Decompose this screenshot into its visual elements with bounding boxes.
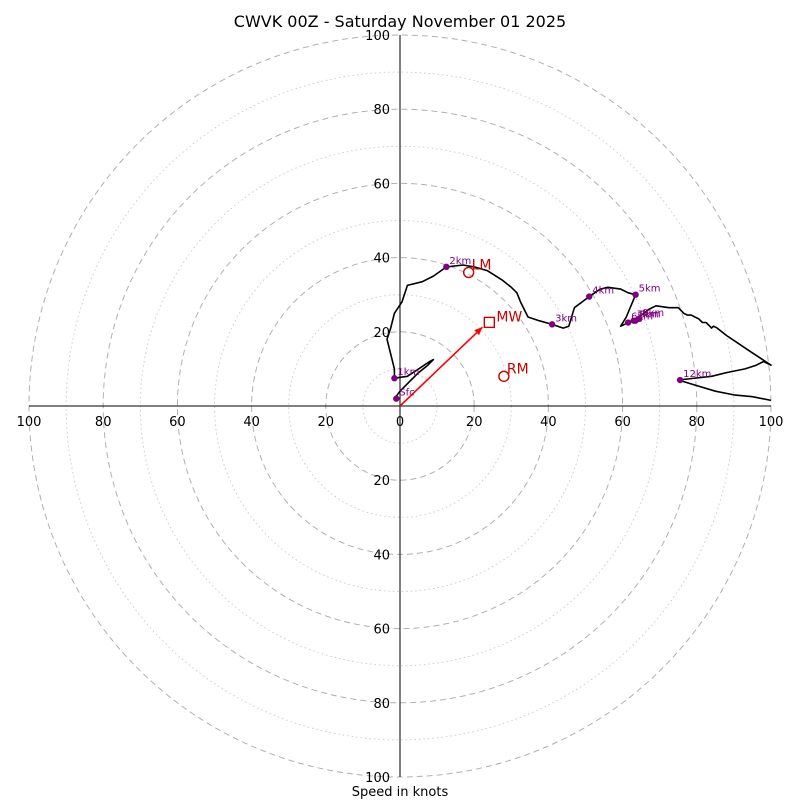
x-tick-label: 60 [614,415,631,430]
x-tick-label: 80 [689,415,706,430]
height-marker-label: 12km [683,369,711,380]
x-tick-label: 20 [466,415,483,430]
x-tick-labels: 100 80 60 40 20 0 20 40 60 80 100 [17,415,784,430]
y-tick-label: 80 [373,697,390,712]
mean-wind-marker [483,316,496,329]
height-marker [624,319,632,326]
mean-wind-vector [399,326,483,407]
height-marker [391,374,398,382]
height-marker-label: 6km [631,312,653,323]
height-marker-label: Sfc [399,388,414,399]
x-tick-label: 0 [396,415,404,430]
height-marker-label: 5km [639,284,661,295]
x-tick-label: 60 [169,415,186,430]
x-tick-label: 40 [540,415,557,430]
height-marker [443,263,450,271]
height-marker [632,291,639,298]
right-mover-label: RM [507,361,529,377]
height-marker-label: 7km [637,310,659,321]
height-marker [676,376,684,384]
y-tick-label: 100 [365,29,390,44]
x-tick-label: 80 [95,415,112,430]
height-marker-label: 2km [449,256,471,267]
mean-wind-label: MW [496,309,522,325]
height-marker [548,321,556,328]
mean-wind-arrowhead [474,327,483,336]
y-tick-label: 60 [373,623,390,638]
y-tick-label: 100 [365,771,390,786]
hodograph-series [386,264,772,402]
height-marker-label: 4km [592,286,614,297]
y-tick-label: 40 [373,548,390,563]
hodograph-line [386,264,772,402]
y-tick-label: 40 [373,252,390,267]
left-mover-marker [462,266,475,279]
chart-title: CWVK 00Z - Saturday November 01 2025 [234,12,566,31]
height-marker [393,395,400,402]
height-marker [636,315,643,323]
x-tick-label: 100 [17,415,42,430]
left-mover-label: LM [472,257,492,273]
x-tick-label: 100 [759,415,784,430]
x-tick-label: 20 [318,415,335,430]
x-axis-label: Speed in knots [352,785,449,800]
height-marker [586,293,593,300]
y-tick-label: 60 [373,177,390,192]
x-tick-label: 40 [243,415,260,430]
storm-motion-markers: MW LM RM [399,257,529,407]
right-mover-marker [498,370,510,383]
y-tick-label: 20 [373,474,390,489]
height-marker-label: 1km [397,367,419,378]
y-tick-labels: 100 80 60 40 20 20 40 60 80 100 [365,29,390,786]
height-marker-label: 8km [639,310,661,321]
y-tick-label: 80 [373,103,390,118]
height-marker-label: 9km [642,308,664,319]
y-tick-label: 20 [373,326,390,341]
height-marker-label: 3km [555,313,577,324]
